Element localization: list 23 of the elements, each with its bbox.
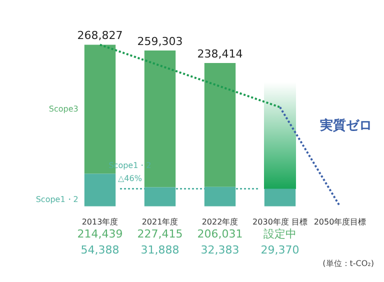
data-label: 206,031 [197, 227, 243, 240]
x-tick-label: 2022年度 [202, 217, 238, 226]
annotation: 実質ゼロ [319, 117, 372, 134]
data-label: 32,383 [200, 243, 240, 256]
x-tick-label: 2013年度 [82, 217, 118, 226]
bar [264, 188, 296, 206]
x-tick-label: 2030年度 目標 [252, 217, 308, 226]
data-label: 54,388 [80, 243, 120, 256]
data-label: 214,439 [77, 227, 123, 240]
total-label: 268,827 [77, 29, 123, 42]
x-tick-label: 2021年度 [142, 217, 178, 226]
data-label: 227,415 [137, 227, 183, 240]
data-label: 31,888 [140, 243, 180, 256]
series-label: Scope3 [48, 104, 78, 114]
total-label: 238,414 [197, 47, 243, 60]
data-label: 29,370 [260, 243, 300, 256]
text: (単位：t-CO₂) [322, 259, 374, 268]
bar [84, 174, 116, 206]
x-tick-label: 2050年度目標 [314, 217, 366, 226]
series-label: Scope1・2 [36, 195, 78, 204]
total-label: 259,303 [137, 34, 183, 48]
text: 設定中 [264, 227, 296, 240]
bar [204, 63, 236, 187]
